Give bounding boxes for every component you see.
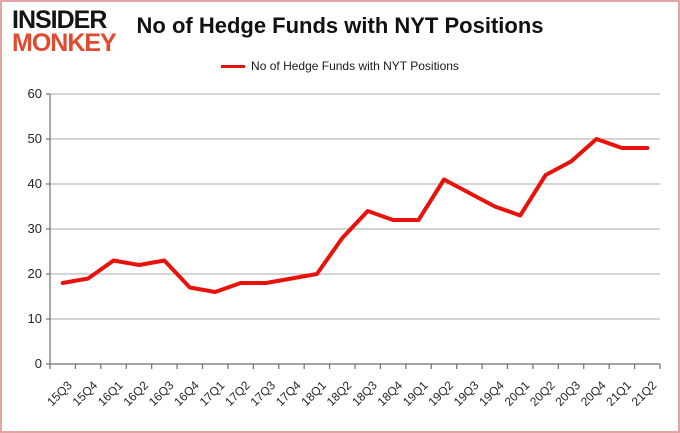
y-tick-label: 40 [28,176,42,191]
x-tick-label: 16Q2 [120,378,151,409]
x-tick-label: 20Q2 [527,378,558,409]
y-tick-label: 50 [28,131,42,146]
x-tick-label: 21Q1 [603,378,634,409]
x-tick-label: 20Q1 [502,378,533,409]
x-tick-label: 15Q4 [70,378,101,409]
logo-line2: MONKEY [12,29,117,57]
y-tick-label: 30 [28,221,42,236]
x-tick-label: 17Q3 [248,378,279,409]
chart-title: No of Hedge Funds with NYT Positions [136,13,544,38]
legend-line-swatch [221,64,246,68]
x-tick-label: 19Q3 [451,378,482,409]
x-tick-label: 18Q4 [375,378,406,409]
y-tick-label: 20 [28,266,42,281]
insider-monkey-logo: INSIDER MONKEY [12,6,117,57]
x-tick-label: 16Q1 [95,378,126,409]
x-tick-label: 19Q1 [400,378,431,409]
x-tick-label: 19Q4 [476,378,507,409]
x-tick-label: 21Q2 [629,378,660,409]
x-tick-label: 20Q4 [578,378,609,409]
x-tick-label: 17Q2 [222,378,253,409]
x-tick-label: 16Q4 [171,378,202,409]
x-tick-label: 15Q3 [44,378,75,409]
x-tick-label: 18Q3 [349,378,380,409]
y-tick-label: 0 [35,356,42,371]
x-tick-label: 18Q2 [324,378,355,409]
x-tick-label: 17Q4 [273,378,304,409]
x-tick-label: 16Q3 [146,378,177,409]
legend-label: No of Hedge Funds with NYT Positions [251,59,459,73]
series-line [60,137,650,294]
x-tick-label: 19Q2 [425,378,456,409]
logo-line1: INSIDER [12,6,107,34]
x-tick-label: 17Q1 [197,378,228,409]
y-tick-label: 60 [28,86,42,101]
y-tick-label: 10 [28,311,42,326]
x-tick-label: 18Q1 [298,378,329,409]
x-tick-label: 20Q3 [553,378,584,409]
chart-legend: No of Hedge Funds with NYT Positions [2,59,678,73]
